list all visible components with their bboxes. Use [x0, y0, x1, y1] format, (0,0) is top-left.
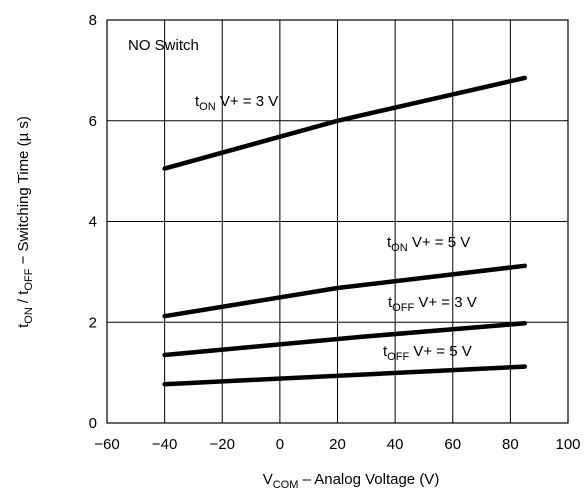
x-tick-label: −20 — [210, 436, 235, 453]
plot-frame — [106, 19, 569, 424]
x-axis-title-sub: COM — [273, 479, 299, 490]
y-tick-label: 8 — [89, 12, 97, 29]
x-tick-label: 40 — [387, 436, 404, 453]
x-tick-label: −60 — [94, 436, 119, 453]
y-tick-labels: 0 2 4 6 8 — [89, 12, 97, 432]
series-line — [162, 263, 528, 319]
series-label: tOFF V+ = 5 V — [383, 343, 472, 363]
y-tick-label: 0 — [89, 415, 97, 432]
series-labels: tON V+ = 3 V tON V+ = 5 V tOFF V+ = 3 V tOF… — [195, 93, 477, 363]
x-tick-label: 100 — [555, 436, 580, 453]
y-axis-title-p1: t — [15, 323, 32, 328]
x-tick-label: 0 — [276, 436, 284, 453]
y-tick-label: 4 — [89, 214, 97, 231]
x-tick-label: 80 — [502, 436, 519, 453]
y-tick-label: 6 — [89, 113, 97, 130]
y-axis-title-s2: OFF — [23, 268, 35, 290]
x-tick-label: 60 — [444, 436, 461, 453]
x-tick-label: 20 — [329, 436, 346, 453]
series-label: tOFF V+ = 3 V — [388, 294, 477, 314]
y-axis-title-mu: µ — [15, 132, 32, 141]
x-axis-title-rest: – Analog Voltage (V) — [298, 471, 439, 488]
x-tick-labels: −60 −40 −20 0 20 40 60 80 100 — [94, 436, 580, 453]
annotation-no-switch: NO Switch — [128, 37, 199, 54]
series-lines — [162, 75, 528, 387]
y-axis-title: tON / tOFF − Switching Time (µ s) — [15, 116, 35, 328]
y-axis-title-p2: / t — [15, 290, 32, 308]
y-axis-title-p4: s) — [15, 116, 32, 133]
grid — [107, 20, 568, 423]
x-tick-label: −40 — [152, 436, 177, 453]
series-label: tON V+ = 5 V — [387, 234, 470, 254]
y-tick-label: 2 — [89, 314, 97, 331]
series-line — [162, 321, 528, 358]
series-label: tON V+ = 3 V — [195, 93, 278, 113]
series-line — [162, 364, 528, 387]
x-axis-title-main: V — [263, 471, 273, 488]
y-axis-title-p3: − Switching Time ( — [15, 141, 32, 268]
y-axis-title-s1: ON — [23, 307, 35, 324]
series-line — [162, 75, 528, 171]
x-axis-title: VCOM – Analog Voltage (V) — [263, 471, 440, 490]
